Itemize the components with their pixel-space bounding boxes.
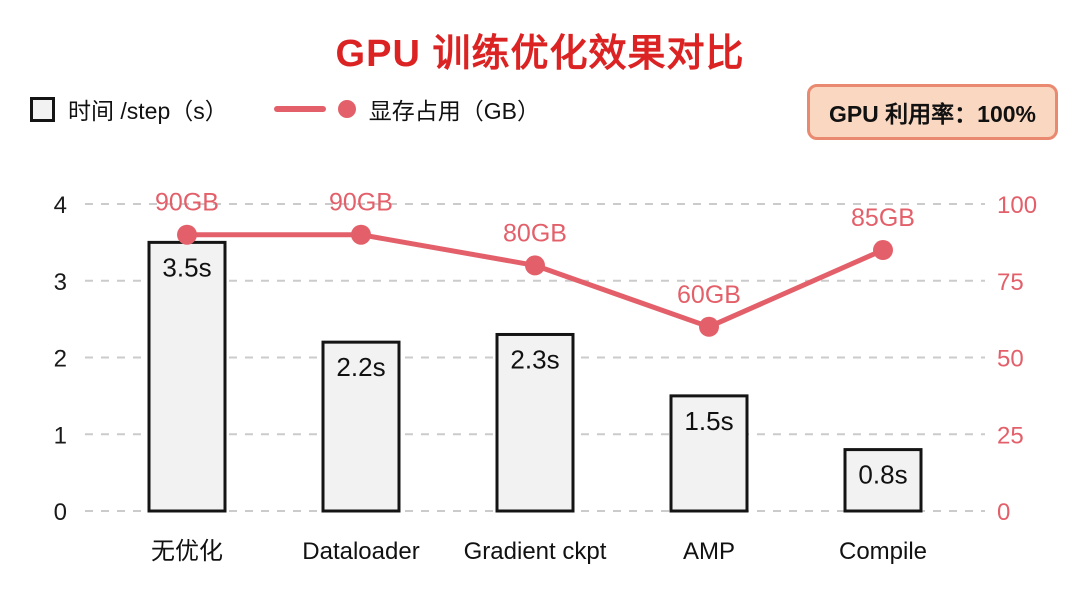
chart-title: GPU 训练优化效果对比 (335, 33, 745, 75)
legend-label-time: 时间 /step（s） (68, 98, 228, 124)
right-axis-tick: 0 (997, 499, 1010, 526)
left-axis-tick: 4 (54, 192, 67, 219)
line-swatch-icon (273, 100, 356, 118)
line-value-label: 90GB (329, 189, 393, 217)
legend-label-memory: 显存占用（GB） (368, 98, 540, 124)
line-value-label: 90GB (155, 189, 219, 217)
line-segment-icon (273, 106, 326, 112)
left-axis-tick: 0 (54, 499, 67, 526)
x-axis-label: Compile (839, 538, 927, 565)
line-point-2 (525, 255, 545, 276)
line-dot-icon (337, 100, 356, 118)
line-value-label: 80GB (503, 219, 567, 247)
bar-value-label: 2.2s (336, 352, 385, 382)
bar-1 (321, 340, 401, 513)
bar-value-label: 3.5s (162, 252, 211, 282)
left-axis-tick: 2 (54, 346, 67, 373)
line-value-label: 60GB (677, 281, 741, 309)
bar-value-label: 2.3s (510, 344, 559, 374)
legend: 时间 /step（s） 显存占用（GB） (30, 92, 540, 126)
x-axis-label: Gradient ckpt (464, 538, 607, 565)
bar-0 (147, 240, 227, 513)
bar-2 (495, 332, 575, 513)
line-point-4 (873, 240, 893, 261)
bar-swatch-icon (30, 96, 55, 122)
left-axis-tick: 1 (54, 422, 67, 449)
bar-3 (669, 394, 749, 513)
legend-item-time: 时间 /step（s） (30, 92, 228, 126)
bar-4 (843, 448, 923, 513)
right-axis-tick: 25 (997, 422, 1024, 449)
gpu-utilization-badge: GPU 利用率：100% (806, 84, 1058, 140)
line-point-1 (351, 224, 371, 245)
x-axis-label: AMP (683, 538, 735, 565)
line-point-0 (177, 224, 197, 245)
left-axis-tick: 3 (54, 269, 67, 296)
line-value-label: 85GB (851, 204, 915, 232)
right-axis-tick: 100 (997, 192, 1037, 219)
x-axis-label: Dataloader (302, 538, 419, 565)
right-axis-tick: 50 (997, 346, 1024, 373)
legend-item-memory: 显存占用（GB） (273, 92, 540, 126)
bar-value-label: 1.5s (684, 406, 733, 436)
bar-value-label: 0.8s (858, 460, 907, 490)
x-axis-label: 无优化 (151, 538, 223, 565)
right-axis-tick: 75 (997, 269, 1024, 296)
line-point-3 (699, 316, 719, 337)
